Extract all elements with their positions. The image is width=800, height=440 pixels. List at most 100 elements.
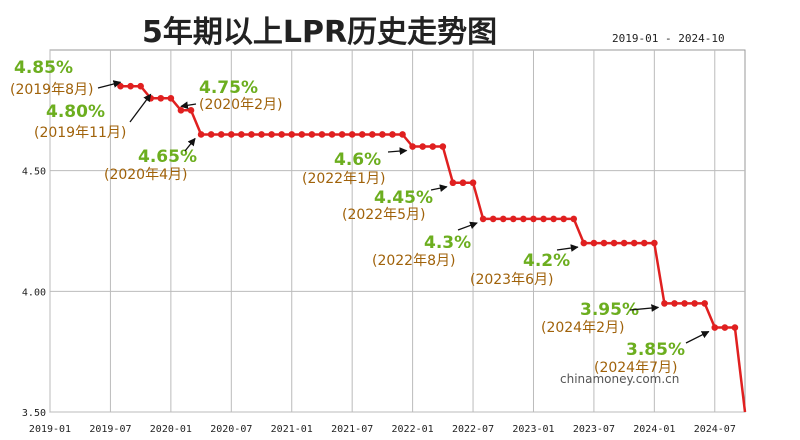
data-point (348, 131, 356, 138)
annotation-value: 4.80% (46, 102, 105, 122)
annotation-date: (2024年7月) (594, 360, 677, 376)
data-point (399, 131, 406, 138)
annotation-date: (2023年6月) (470, 272, 553, 288)
data-point (288, 131, 296, 138)
data-point (469, 179, 477, 187)
data-point (489, 215, 497, 223)
data-point (610, 239, 618, 247)
annotation: 3.95%(2024年2月) (541, 300, 660, 336)
x-tick-label: 2020-07 (210, 424, 252, 435)
data-point (419, 143, 426, 150)
watermark: chinamoney.com.cn (560, 372, 679, 386)
x-tick-label: 2024-01 (633, 424, 675, 435)
chart-title: 5年期以上LPR历史走势图 (142, 15, 497, 50)
data-point (228, 131, 235, 138)
data-point (590, 239, 598, 247)
annotation-arrow (97, 80, 122, 89)
y-tick-label: 4.00 (22, 287, 46, 298)
data-point (640, 239, 648, 247)
data-point (651, 239, 658, 247)
y-axis-ticks: 3.50 4.00 4.50 (22, 167, 46, 419)
annotation-value: 3.85% (626, 340, 685, 360)
data-point (479, 215, 487, 223)
annotation: 4.3%(2022年8月) (372, 221, 478, 269)
annotation: 4.85% (2019年8月) (10, 58, 122, 98)
data-point (671, 300, 678, 307)
data-point (429, 143, 437, 150)
grid (49, 49, 746, 413)
annotation-arrow (430, 184, 448, 192)
x-axis-ticks: 2019-01 2019-07 2020-01 2020-07 2021-01 2021-… (29, 424, 736, 435)
y-tick-label: 4.50 (22, 167, 46, 178)
annotation-arrow (180, 101, 197, 110)
data-point (409, 143, 416, 150)
data-point (248, 131, 255, 138)
data-point (157, 94, 165, 102)
data-point (570, 215, 578, 223)
data-point (127, 82, 134, 90)
annotation-date: (2019年8月) (10, 82, 93, 98)
data-point (238, 131, 245, 138)
data-point (167, 94, 175, 102)
data-point (510, 215, 517, 223)
data-point (620, 239, 628, 247)
annotation: 4.45%(2022年5月) (342, 184, 448, 223)
x-tick-label: 2019-01 (29, 424, 71, 435)
data-point (449, 179, 457, 187)
data-point (379, 131, 386, 138)
data-point (701, 300, 709, 307)
x-tick-label: 2023-07 (573, 424, 615, 435)
data-point (520, 215, 527, 223)
data-point (439, 143, 447, 150)
data-point (600, 239, 608, 247)
x-tick-label: 2021-01 (271, 424, 313, 435)
annotation-value: 4.45% (374, 188, 433, 208)
annotation-date: (2022年8月) (372, 253, 455, 269)
data-point (560, 215, 567, 223)
data-point (268, 131, 275, 138)
annotation: 4.80% (2019年11月) (34, 93, 152, 141)
data-point (298, 131, 306, 138)
annotation-value: 4.2% (523, 251, 570, 271)
annotation: 4.6%(2022年1月) (302, 147, 408, 187)
data-point (731, 324, 739, 331)
data-point (117, 82, 124, 90)
data-point (197, 131, 205, 138)
annotation-value: 3.95% (580, 300, 639, 320)
series-points (117, 82, 739, 331)
annotation-arrow (629, 304, 660, 312)
x-tick-label: 2019-07 (89, 424, 131, 435)
data-point (258, 131, 265, 138)
annotation-date: (2022年5月) (342, 207, 425, 223)
annotation-arrow (556, 244, 579, 252)
x-tick-label: 2024-07 (694, 424, 736, 435)
data-point (721, 324, 729, 331)
data-point (137, 82, 144, 90)
data-point (278, 131, 285, 138)
annotation: 4.65%(2020年4月) (104, 137, 197, 183)
data-point (459, 179, 467, 187)
plot-frame (49, 49, 746, 413)
data-point (187, 107, 195, 114)
annotation-value: 4.3% (424, 233, 471, 253)
annotation-value: 4.65% (138, 147, 197, 167)
data-point (580, 239, 588, 247)
data-point (338, 131, 346, 138)
data-point (308, 131, 316, 138)
annotation-arrow (184, 137, 196, 152)
x-tick-label: 2022-01 (392, 424, 434, 435)
data-point (328, 131, 336, 138)
annotation-date: (2020年4月) (104, 167, 187, 183)
x-tick-label: 2022-07 (452, 424, 494, 435)
annotation-date: (2022年1月) (302, 171, 385, 187)
data-point (369, 131, 376, 138)
data-point (499, 215, 507, 223)
data-point (681, 300, 688, 307)
annotation-date: (2024年2月) (541, 320, 624, 336)
date-range: 2019-01 - 2024-10 (612, 32, 725, 45)
data-point (318, 131, 326, 138)
annotation: 4.75%(2020年2月) (180, 78, 282, 113)
data-point (177, 107, 185, 114)
annotation-arrow (457, 221, 478, 231)
